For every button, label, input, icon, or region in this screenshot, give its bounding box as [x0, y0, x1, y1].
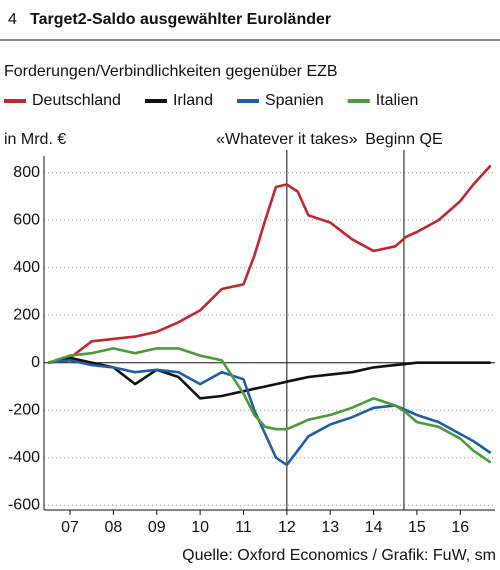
x-tick-label: 10	[191, 519, 209, 536]
y-tick-label: 600	[13, 211, 40, 228]
annotation-label: Beginn QE	[365, 131, 442, 148]
x-tick-label: 16	[451, 519, 469, 536]
source: Quelle: Oxford Economics / Grafik: FuW, …	[182, 547, 496, 564]
series-line	[48, 356, 491, 400]
legend-label: Irland	[173, 92, 213, 109]
chart-title: Target2-Saldo ausgewählter Euroländer	[30, 11, 331, 28]
y-tick-label: -400	[8, 449, 40, 466]
y-tick-label: 400	[13, 259, 40, 276]
y-tick-label: 200	[13, 306, 40, 323]
y-tick-label: 0	[31, 354, 40, 371]
y-tick-label: 800	[13, 164, 40, 181]
chart-number: 4	[8, 11, 17, 28]
x-tick-label: 11	[235, 519, 252, 536]
y-tick-label: -200	[8, 401, 40, 418]
x-tick-label: 12	[278, 519, 296, 536]
legend-label: Italien	[376, 92, 419, 109]
chart-subtitle: Forderungen/Verbindlichkeiten gegenüber …	[4, 63, 338, 80]
x-tick-label: 09	[148, 519, 166, 536]
x-tick-label: 14	[365, 519, 383, 536]
y-tick-label: -600	[8, 496, 40, 513]
x-tick-label: 15	[408, 519, 426, 536]
series-line	[48, 359, 492, 467]
annotation-label: «Whatever it takes»	[216, 131, 358, 148]
x-tick-label: 07	[61, 519, 79, 536]
x-tick-label: 13	[321, 519, 339, 536]
series-line	[47, 347, 492, 464]
legend-label: Deutschland	[32, 92, 121, 109]
y-axis-label: in Mrd. €	[4, 131, 66, 148]
series-line	[48, 164, 492, 364]
x-tick-label: 08	[104, 519, 122, 536]
legend-label: Spanien	[265, 92, 324, 109]
